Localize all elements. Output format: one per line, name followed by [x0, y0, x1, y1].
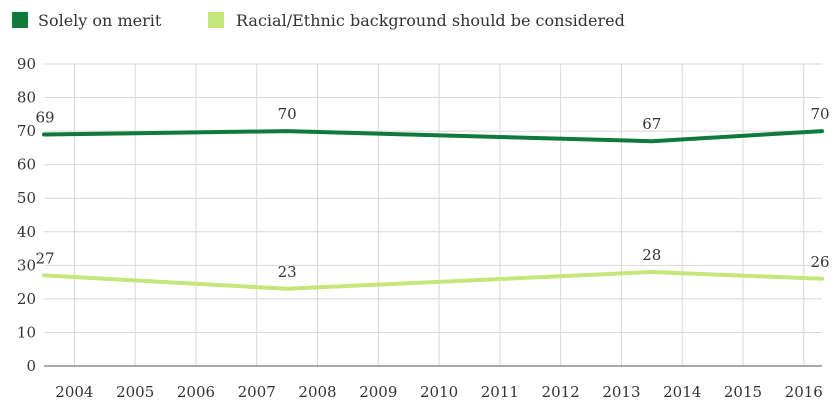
axes: 0 10 20 30 40 50 60 70 80 90 2004 2005 2006 2007 2008 2…: [17, 55, 823, 401]
y-tick-label-50: 50: [17, 189, 36, 207]
x-tick-label-2012: 2012: [542, 383, 580, 401]
x-tick-label-2006: 2006: [177, 383, 215, 401]
x-tick-label-2015: 2015: [724, 383, 762, 401]
y-tick-label-60: 60: [17, 156, 36, 174]
y-tick-label-70: 70: [17, 122, 36, 140]
x-tick-label-2008: 2008: [298, 383, 336, 401]
legend-label-merit: Solely on merit: [38, 11, 162, 30]
data-label-s1-1: 23: [278, 263, 297, 281]
data-label-s1-3: 26: [810, 253, 829, 271]
data-labels: 69 70 67 70 27 23 28 26: [35, 105, 829, 281]
y-tick-label-10: 10: [17, 323, 36, 341]
series-line-0: [42, 129, 824, 144]
data-label-s0-1: 70: [278, 105, 297, 123]
x-tick-label-2011: 2011: [481, 383, 519, 401]
y-tick-label-20: 20: [17, 290, 36, 308]
legend-swatch-merit: [12, 12, 28, 28]
series-lines: [42, 129, 824, 291]
y-tick-label-0: 0: [26, 357, 36, 375]
series-line-1: [42, 270, 824, 291]
legend-swatch-race: [208, 12, 224, 28]
x-tick-label-2005: 2005: [116, 383, 154, 401]
data-label-s1-0: 27: [35, 249, 54, 267]
x-tick-label-2016: 2016: [785, 383, 823, 401]
legend: Solely on merit Racial/Ethnic background…: [12, 11, 625, 30]
legend-label-race: Racial/Ethnic background should be consi…: [236, 11, 625, 30]
data-label-s0-0: 69: [35, 108, 54, 126]
gridlines: [44, 63, 822, 366]
x-tick-label-2007: 2007: [238, 383, 276, 401]
x-tick-label-2014: 2014: [663, 383, 701, 401]
x-tick-label-2004: 2004: [55, 383, 93, 401]
data-label-s0-2: 67: [642, 115, 661, 133]
x-tick-label-2009: 2009: [359, 383, 397, 401]
data-label-s1-2: 28: [642, 246, 661, 264]
x-tick-label-2010: 2010: [420, 383, 458, 401]
y-tick-label-80: 80: [17, 89, 36, 107]
x-tick-label-2013: 2013: [602, 383, 640, 401]
y-tick-label-40: 40: [17, 223, 36, 241]
data-label-s0-3: 70: [810, 105, 829, 123]
y-tick-label-30: 30: [17, 256, 36, 274]
y-tick-label-90: 90: [17, 55, 36, 73]
